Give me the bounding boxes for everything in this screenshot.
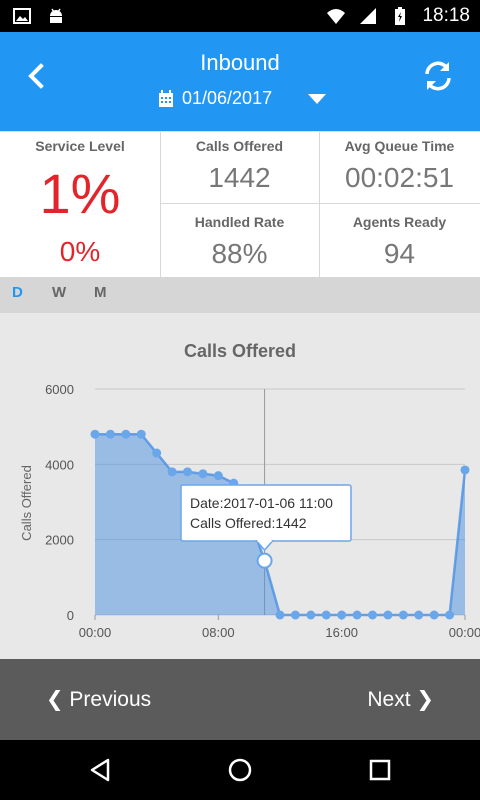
avg-queue-time-stat: Avg Queue Time 00:02:51: [319, 138, 480, 194]
chart-title: Calls Offered: [184, 341, 296, 361]
series-area: [95, 434, 465, 615]
image-notification-icon: [13, 8, 31, 24]
chart-area: Calls Offered Calls Offered 6000 4000 2000…: [0, 313, 480, 659]
back-button[interactable]: [18, 56, 54, 96]
data-point: [213, 471, 223, 481]
x-tick-label: 00:00: [449, 625, 480, 640]
date-selector[interactable]: 01/06/2017: [158, 88, 272, 109]
data-point: [198, 469, 208, 479]
data-point: [368, 610, 377, 620]
signal-icon: [360, 8, 377, 24]
app-header: Inbound 01/06/2017: [0, 32, 480, 131]
calls-offered-stat: Calls Offered 1442: [160, 138, 319, 194]
calls-offered-chart[interactable]: Calls Offered Calls Offered 6000 4000 2000…: [0, 313, 480, 659]
data-point: [136, 429, 146, 439]
next-button[interactable]: Next ❯: [367, 688, 434, 711]
pagination-footer: ❮ Previous Next ❯: [0, 659, 480, 740]
data-point: [275, 610, 285, 620]
data-point: [460, 465, 470, 475]
data-point: [352, 610, 362, 620]
agents-ready-label: Agents Ready: [352, 214, 447, 230]
x-tick-label: 00:00: [79, 625, 112, 640]
handled-rate-value: 88%: [211, 238, 268, 269]
tooltip-value: Calls Offered:1442: [190, 515, 307, 531]
tab-week[interactable]: W: [52, 284, 67, 301]
system-navigation-bar: [0, 740, 480, 800]
avg-queue-time-label: Avg Queue Time: [344, 138, 455, 154]
data-point: [306, 610, 316, 620]
data-point: [414, 610, 424, 620]
handled-rate-label: Handled Rate: [194, 214, 285, 230]
data-point: [290, 610, 300, 620]
data-point: [398, 610, 408, 620]
wifi-icon: [327, 9, 346, 24]
calls-offered-value: 1442: [208, 162, 271, 193]
recents-nav-icon[interactable]: [366, 756, 394, 784]
y-tick-label: 6000: [45, 382, 74, 397]
data-point: [152, 448, 162, 458]
previous-button[interactable]: ❮ Previous: [46, 688, 152, 711]
service-level-stat: Service Level 1% 0%: [0, 138, 160, 268]
tab-month[interactable]: M: [94, 284, 107, 301]
calendar-icon: [159, 89, 173, 107]
divider: [319, 132, 320, 278]
handled-rate-stat: Handled Rate 88%: [160, 214, 319, 270]
back-nav-icon[interactable]: [86, 756, 114, 784]
service-level-value: 1%: [39, 162, 121, 225]
data-point: [337, 610, 347, 620]
chart-y-axis-label: Calls Offered: [19, 465, 34, 541]
data-point: [167, 467, 177, 477]
tooltip-pointer-mask: [257, 539, 272, 542]
avg-queue-time-value: 00:02:51: [345, 162, 454, 193]
data-point: [183, 467, 192, 477]
service-level-label: Service Level: [35, 138, 125, 154]
service-level-secondary: 0%: [59, 236, 101, 267]
date-dropdown-icon[interactable]: [308, 94, 326, 104]
tooltip-box: [180, 484, 352, 542]
y-tick-label: 4000: [45, 457, 74, 472]
divider: [160, 203, 480, 204]
android-notification-icon: [50, 8, 62, 23]
agents-ready-stat: Agents Ready 94: [319, 214, 480, 270]
selected-date: 01/06/2017: [182, 88, 273, 108]
data-point: [445, 610, 455, 620]
home-nav-icon[interactable]: [226, 756, 254, 784]
tooltip-date: Date:2017-01-06 11:00: [190, 495, 333, 511]
y-tick-label: 2000: [45, 533, 74, 548]
calls-offered-label: Calls Offered: [195, 138, 284, 154]
data-point: [121, 429, 131, 439]
status-time: 18:18: [422, 5, 470, 26]
status-bar: 18:18: [0, 0, 480, 32]
highlighted-point: [256, 552, 273, 569]
data-point: [105, 429, 115, 439]
refresh-button[interactable]: [418, 56, 458, 96]
stats-panel: Service Level 1% 0% Calls Offered 1442 A…: [0, 131, 480, 278]
battery-icon: [395, 7, 406, 25]
data-point: [383, 610, 393, 620]
data-point: [429, 610, 439, 620]
page-title: Inbound: [200, 50, 280, 75]
data-point: [90, 429, 100, 439]
period-tabs: D W M: [0, 277, 480, 313]
data-point: [321, 610, 331, 620]
x-tick-label: 16:00: [325, 625, 358, 640]
tab-day[interactable]: D: [12, 284, 23, 301]
chevron-left-icon: [28, 63, 44, 89]
y-tick-label: 0: [67, 608, 74, 623]
refresh-icon: [425, 61, 451, 91]
divider: [160, 132, 161, 278]
agents-ready-value: 94: [383, 238, 416, 269]
x-tick-label: 08:00: [202, 625, 235, 640]
